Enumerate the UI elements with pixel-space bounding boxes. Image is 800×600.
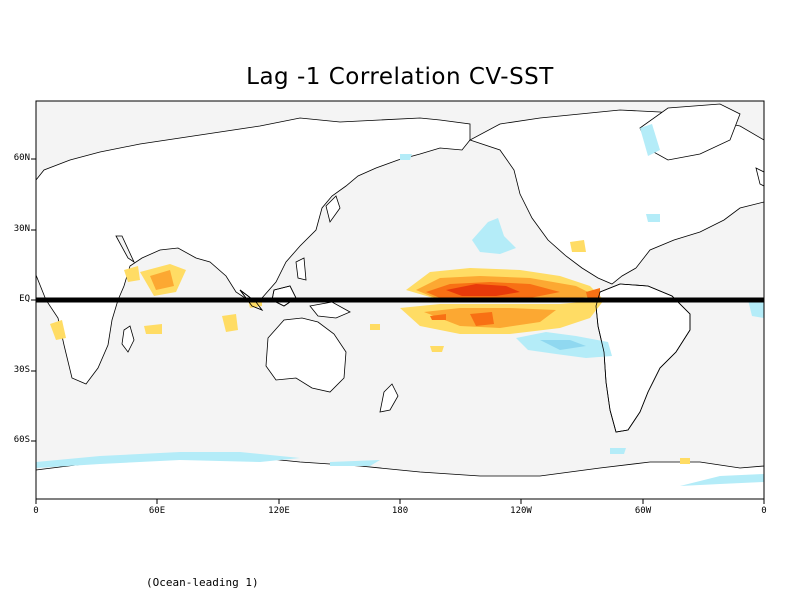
yellow-africa-sw xyxy=(50,320,66,340)
yellow-small-1 xyxy=(430,346,444,352)
y-tick-label-30n: 30N xyxy=(13,224,30,234)
y-tick-label-60s: 60S xyxy=(13,435,30,445)
blue-strong-se-pacific xyxy=(540,340,586,350)
red-sea xyxy=(115,235,135,264)
new-zealand xyxy=(379,383,399,413)
orange-indian xyxy=(150,270,174,290)
blue-atlantic-s xyxy=(610,448,626,454)
red-orange-eq-south-2 xyxy=(430,314,446,320)
yellow-small-2 xyxy=(680,458,690,464)
yellow-indian-south xyxy=(144,324,162,334)
x-tick-label-120w: 120W xyxy=(510,506,532,516)
yellow-caribbean xyxy=(570,240,586,252)
blue-antarctic-2 xyxy=(330,460,380,466)
negative-correlation-strong xyxy=(540,340,586,350)
x-tick-label-60e: 60E xyxy=(148,506,166,516)
blue-antarctic-1 xyxy=(36,452,300,468)
blue-small-2 xyxy=(748,300,764,318)
tick-marks xyxy=(31,158,765,504)
y-tick-label-60n: 60N xyxy=(13,153,30,163)
x-tick-label-180: 180 xyxy=(391,506,409,516)
africa-eurasia xyxy=(36,117,471,385)
red-orange-eq-south xyxy=(470,312,494,326)
australia xyxy=(265,317,347,393)
red-orange-coast xyxy=(586,288,600,300)
map-title: Lag -1 Correlation CV-SST xyxy=(246,64,554,90)
british-isles xyxy=(755,167,764,187)
yellow-bay-bengal xyxy=(124,266,140,282)
blue-north-pacific xyxy=(472,218,516,254)
greenland xyxy=(639,103,741,161)
new-guinea xyxy=(309,301,351,319)
x-tick-label-60w: 60W xyxy=(634,506,652,516)
blue-small-1 xyxy=(400,154,412,160)
y-tick-label-30s: 30S xyxy=(13,365,30,375)
red-eq-core xyxy=(446,284,520,296)
blue-gulf xyxy=(646,214,660,222)
yellow-indonesia xyxy=(222,314,238,332)
japan xyxy=(325,195,341,223)
caption: (Ocean-leading 1) xyxy=(146,576,259,589)
blue-greenland xyxy=(640,124,660,156)
x-tick-label-120e: 120E xyxy=(268,506,290,516)
positive-correlation-red xyxy=(446,284,520,296)
x-tick-label-0-east: 0 xyxy=(761,506,767,516)
y-tick-label-eq: EQ xyxy=(19,294,30,304)
philippines xyxy=(295,257,307,281)
yellow-small-3 xyxy=(370,324,380,330)
blue-antarctic-3 xyxy=(680,474,764,486)
x-tick-label-0-west: 0 xyxy=(33,506,39,516)
madagascar xyxy=(121,325,135,353)
